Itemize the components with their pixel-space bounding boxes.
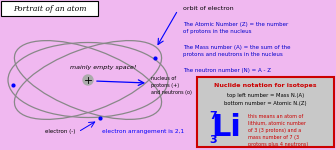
Text: Nuclide notation for isotopes: Nuclide notation for isotopes	[214, 82, 317, 87]
FancyBboxPatch shape	[1, 1, 98, 16]
FancyBboxPatch shape	[197, 77, 334, 147]
Text: mainly empty space!: mainly empty space!	[70, 66, 136, 70]
Text: bottom number = Atomic N.(Z): bottom number = Atomic N.(Z)	[224, 102, 307, 106]
Text: electron (-): electron (-)	[45, 129, 75, 135]
Text: Li: Li	[211, 114, 241, 142]
Text: nucleus of
protons (+)
and neutrons (o): nucleus of protons (+) and neutrons (o)	[151, 76, 192, 95]
Text: orbit of electron: orbit of electron	[183, 6, 234, 10]
Text: The Mass number (A) = the sum of the
protons and neutrons in the nucleus: The Mass number (A) = the sum of the pro…	[183, 45, 291, 57]
Text: The Atomic Number (Z) = the number
of protons in the nucleus: The Atomic Number (Z) = the number of pr…	[183, 22, 288, 34]
Text: 3: 3	[209, 135, 217, 145]
Circle shape	[83, 75, 93, 85]
Text: this means an atom of
lithium, atomic number
of 3 (3 protons) and a
mass number : this means an atom of lithium, atomic nu…	[248, 114, 308, 147]
Text: Portrait of an atom: Portrait of an atom	[13, 5, 87, 13]
Text: The neutron number (N) = A - Z: The neutron number (N) = A - Z	[183, 68, 271, 73]
Text: 7: 7	[209, 111, 217, 121]
Text: electron arrangement is 2,1: electron arrangement is 2,1	[102, 129, 184, 135]
Text: top left number = Mass N.(A): top left number = Mass N.(A)	[227, 93, 304, 98]
